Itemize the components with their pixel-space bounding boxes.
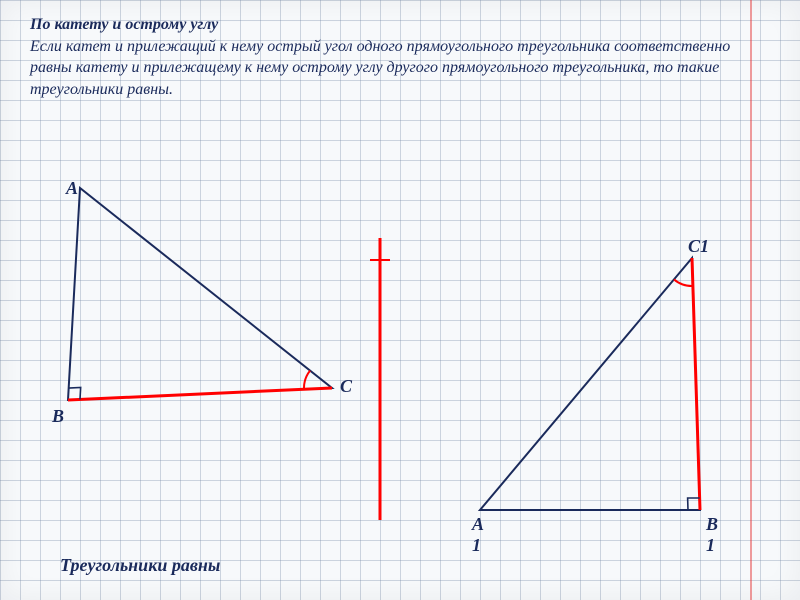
vertex-label: A 1 — [472, 514, 484, 556]
content-layer: По катету и острому углу Если катет и пр… — [0, 0, 800, 600]
vertex-label: B — [52, 406, 64, 427]
equal-caption: Треугольники равны — [60, 555, 220, 576]
vertex-label: A — [66, 178, 78, 199]
triangle-2 — [480, 258, 700, 510]
center-divider — [370, 238, 390, 520]
triangle-1 — [68, 188, 332, 400]
vertex-label: C1 — [688, 236, 709, 257]
vertex-label: B 1 — [706, 514, 718, 556]
vertex-label: C — [340, 376, 352, 397]
figures-svg — [0, 0, 800, 600]
